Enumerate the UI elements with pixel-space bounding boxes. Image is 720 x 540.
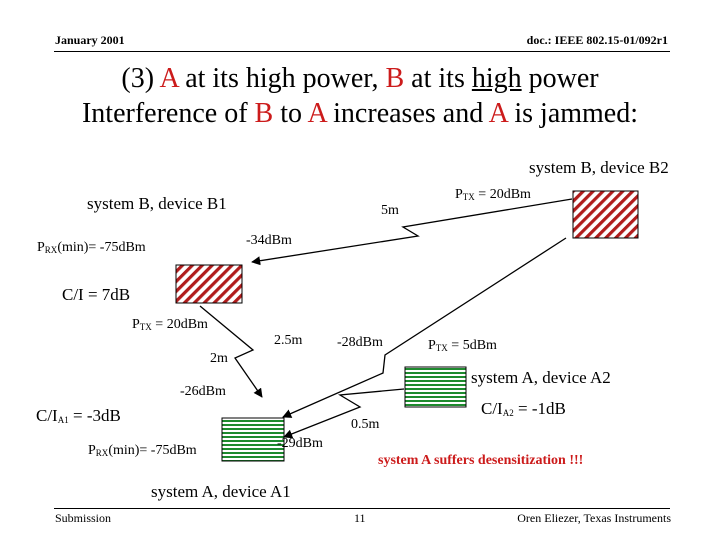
label-level-29dbm: -29dBm bbox=[277, 436, 323, 451]
header-date: January 2001 bbox=[55, 33, 125, 47]
footer-submission: Submission bbox=[55, 511, 112, 525]
label-distance-0-5m: 0.5m bbox=[351, 417, 380, 432]
device-a2-block bbox=[404, 366, 467, 408]
label-device-a2: system A, device A2 bbox=[471, 368, 611, 387]
label-ptx-b2: PTX = 20dBm bbox=[455, 187, 531, 202]
footer-rule bbox=[54, 508, 670, 509]
label-device-b1: system B, device B1 bbox=[87, 194, 227, 213]
footer-author: Oren Eliezer, Texas Instruments bbox=[517, 511, 671, 525]
label-device-b2: system B, device B2 bbox=[529, 158, 669, 177]
label-ci-b1: C/I = 7dB bbox=[62, 285, 131, 304]
label-distance-2m: 2m bbox=[210, 351, 228, 366]
link-b2-to-a1 bbox=[282, 237, 567, 418]
label-device-a1: system A, device A1 bbox=[151, 482, 291, 501]
label-ptx-a1: PTX = 20dBm bbox=[132, 317, 208, 332]
label-distance-2-5m: 2.5m bbox=[274, 333, 303, 348]
link-a2-to-a1 bbox=[283, 388, 405, 439]
label-ci-a2: C/IA2 = -1dB bbox=[481, 399, 566, 418]
label-prx-a1: PRX(min)= -75dBm bbox=[88, 443, 197, 458]
title-line-2: Interference of B to A increases and A i… bbox=[81, 98, 639, 129]
label-ptx-a2: PTX = 5dBm bbox=[428, 338, 497, 353]
label-ci-a1: C/IA1 = -3dB bbox=[36, 406, 121, 425]
device-b1-block bbox=[175, 264, 243, 304]
label-desensitization-warning: system A suffers desensitization !!! bbox=[378, 453, 584, 468]
label-level-28dbm: -28dBm bbox=[337, 335, 383, 350]
header-rule bbox=[54, 51, 670, 52]
header-doc-id: doc.: IEEE 802.15-01/092r1 bbox=[526, 33, 668, 47]
title-line-1: (3) A at its high power, B at its high p… bbox=[121, 63, 599, 94]
label-level-34dbm: -34dBm bbox=[246, 233, 292, 248]
device-a1-block bbox=[221, 417, 285, 462]
label-level-26dbm: -26dBm bbox=[180, 384, 226, 399]
link-b1-to-a1 bbox=[199, 305, 263, 398]
label-prx-b1: PRX(min)= -75dBm bbox=[37, 240, 146, 255]
label-distance-5m: 5m bbox=[381, 203, 399, 218]
link-b2-to-b1 bbox=[251, 198, 573, 266]
footer-page-number: 11 bbox=[354, 511, 366, 525]
device-b2-block bbox=[572, 190, 639, 239]
